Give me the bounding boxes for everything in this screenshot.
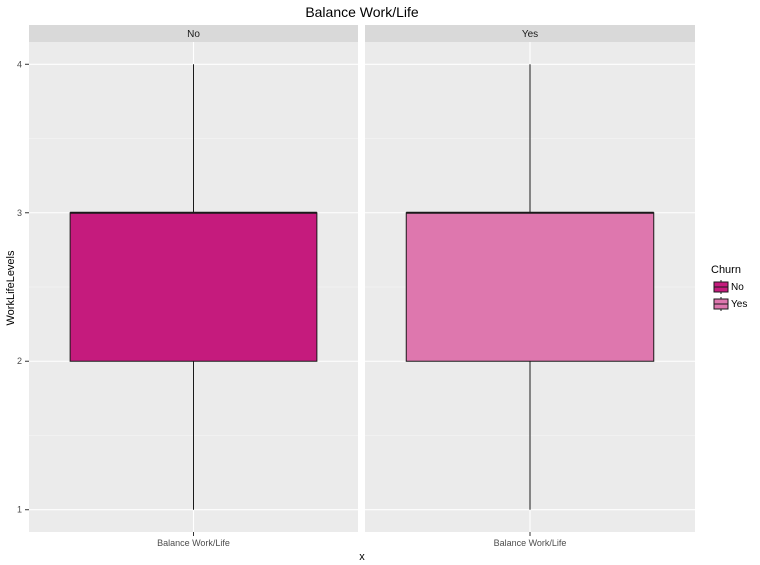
y-tick-label: 1 [17,505,22,515]
facet-strip-label: No [187,29,200,40]
y-axis-title: WorkLifeLevels [5,250,17,325]
facet-panel-no: No Balance Work/Life [29,25,358,548]
legend-label: Yes [731,299,747,310]
legend-item-yes: Yes [713,297,747,311]
facet-strip [365,25,695,42]
legend-label: No [731,282,744,293]
y-tick-label: 4 [17,59,22,69]
y-tick-label: 2 [17,356,22,366]
facet-strip-label: Yes [522,29,538,40]
chart-title: Balance Work/Life [305,4,419,20]
x-tick-label: Balance Work/Life [494,538,567,548]
y-axis: 1 2 3 4 [17,59,29,515]
box-no [69,212,318,362]
legend: Churn No Yes [711,264,747,311]
x-tick-label: Balance Work/Life [157,538,230,548]
facet-panel-yes: Yes Balance Work/Life [365,25,695,548]
x-axis-title: x [359,551,365,563]
facet-strip [29,25,358,42]
box-yes [405,212,655,362]
facet-panels: No Balance Work/Life Yes Balance Work/Life [29,25,695,548]
y-tick-label: 3 [17,208,22,218]
legend-title: Churn [711,264,741,276]
legend-item-no: No [713,280,744,294]
